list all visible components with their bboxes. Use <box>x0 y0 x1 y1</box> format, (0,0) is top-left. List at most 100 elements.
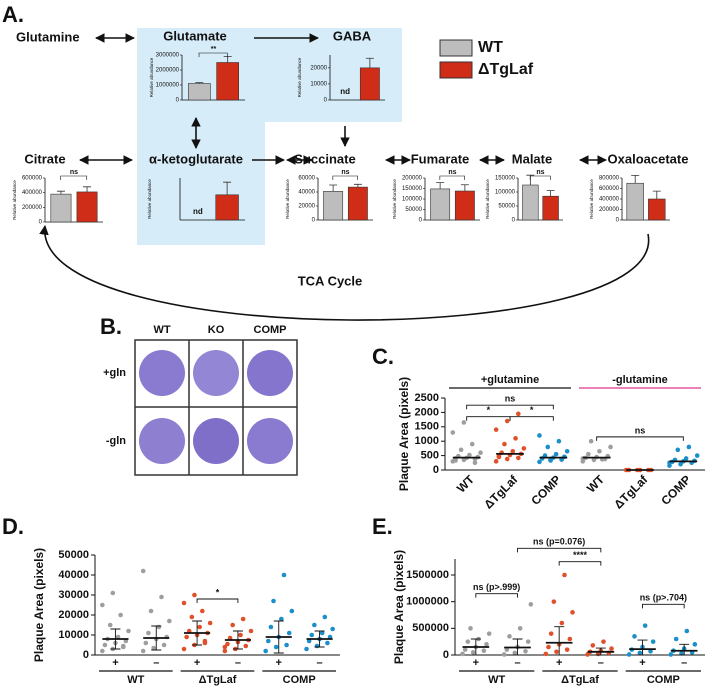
sig-bracket <box>475 593 518 598</box>
sd-bar <box>192 620 203 646</box>
data-point <box>148 608 154 614</box>
group-label: COMP <box>283 674 316 686</box>
sd-bar <box>679 643 690 656</box>
sig-bracket <box>60 175 88 180</box>
data-point <box>319 630 325 636</box>
y-tick-label: 40000 <box>58 569 89 581</box>
error-bar <box>223 56 232 63</box>
data-point <box>523 648 528 654</box>
data-point <box>248 628 254 634</box>
data-point <box>100 602 105 608</box>
data-point <box>516 411 521 417</box>
y-tick-label: 50000 <box>58 549 89 561</box>
bar <box>50 193 72 223</box>
chart-title: GABA <box>333 28 372 43</box>
data-point <box>462 647 468 652</box>
data-point <box>100 648 105 654</box>
x-tick-label: + <box>194 657 200 669</box>
chart-title: Malate <box>512 151 552 166</box>
y-tick-label: 100000 <box>495 190 516 196</box>
data-point <box>102 642 108 648</box>
data-point <box>588 438 594 444</box>
sd-bar <box>595 647 606 656</box>
data-point <box>537 459 542 465</box>
error-bar <box>365 57 374 68</box>
data-point <box>502 441 507 447</box>
bar <box>542 195 559 221</box>
data-point <box>678 461 683 467</box>
data-point <box>330 626 335 632</box>
data-point <box>650 639 656 644</box>
data-point <box>553 451 559 457</box>
data-point <box>143 640 149 646</box>
data-point <box>222 644 228 650</box>
data-point <box>692 642 698 647</box>
data-point <box>304 646 309 652</box>
sig-label: ns <box>536 169 544 176</box>
data-point <box>564 448 570 454</box>
y-tick-label: 0 <box>433 464 439 476</box>
data-point <box>467 452 472 458</box>
data-point <box>472 460 478 466</box>
data-point <box>140 568 146 574</box>
x-tick-label: + <box>112 657 118 669</box>
error-bar <box>56 190 65 195</box>
data-point <box>504 456 510 462</box>
legend-swatch <box>439 61 473 79</box>
sig-label: ns (p=0.076) <box>533 537 585 547</box>
row-label: +gln <box>103 367 126 379</box>
chart-title: Oxaloacetate <box>608 151 689 166</box>
legend-label: ΔTgLaf <box>478 61 534 78</box>
sig-label: ns <box>505 394 516 404</box>
data-point <box>156 624 162 630</box>
y-tick-label: 600000 <box>22 176 43 182</box>
error-bar <box>83 186 92 192</box>
data-point <box>525 639 531 644</box>
y-tick-label: 3000000 <box>156 53 180 59</box>
data-point <box>167 618 172 624</box>
data-point <box>637 650 643 656</box>
sig-bracket <box>439 175 465 180</box>
y-tick-label: 150000 <box>402 186 423 192</box>
data-point <box>189 614 195 620</box>
data-point <box>118 612 123 618</box>
legend-label: WT <box>478 39 503 56</box>
group-label: -glutamine <box>612 374 668 386</box>
x-tick-label: COMP <box>528 472 563 507</box>
panel-letter: C. <box>372 344 394 369</box>
data-point <box>268 624 274 630</box>
y-axis-label: Relative abundance <box>392 179 397 219</box>
data-point <box>597 448 602 454</box>
bar <box>430 188 451 221</box>
y-tick-label: 500 <box>421 450 439 462</box>
y-tick-label: 0 <box>324 98 328 104</box>
y-tick-label: 100000 <box>402 197 423 203</box>
data-point <box>238 632 243 638</box>
y-tick-label: 0 <box>443 649 449 661</box>
data-point <box>556 438 562 444</box>
data-point <box>686 444 692 450</box>
data-point <box>504 647 510 652</box>
data-point <box>484 642 489 647</box>
bar <box>188 83 211 101</box>
panel-letter: E. <box>372 514 393 539</box>
y-tick-label: 30000 <box>58 589 89 601</box>
y-tick-label: 0 <box>39 220 43 226</box>
error-bar <box>460 184 469 192</box>
y-axis-label: Plaque Area (pixels) <box>32 548 46 662</box>
y-tick-label: 200000 <box>402 176 423 182</box>
y-tick-label: 1000 <box>415 435 439 447</box>
error-bar <box>546 190 555 197</box>
x-tick-label: – <box>153 657 159 669</box>
data-point <box>200 608 205 614</box>
data-point <box>632 634 637 639</box>
x-tick-label: WT <box>454 472 478 496</box>
data-point <box>309 632 315 638</box>
data-point <box>493 459 499 464</box>
sig-label: ns <box>635 425 646 435</box>
y-tick-label: 0 <box>512 218 516 224</box>
y-axis-label: Relative abundance <box>149 57 154 97</box>
data-point <box>481 648 487 654</box>
x-tick-label: – <box>235 657 241 669</box>
